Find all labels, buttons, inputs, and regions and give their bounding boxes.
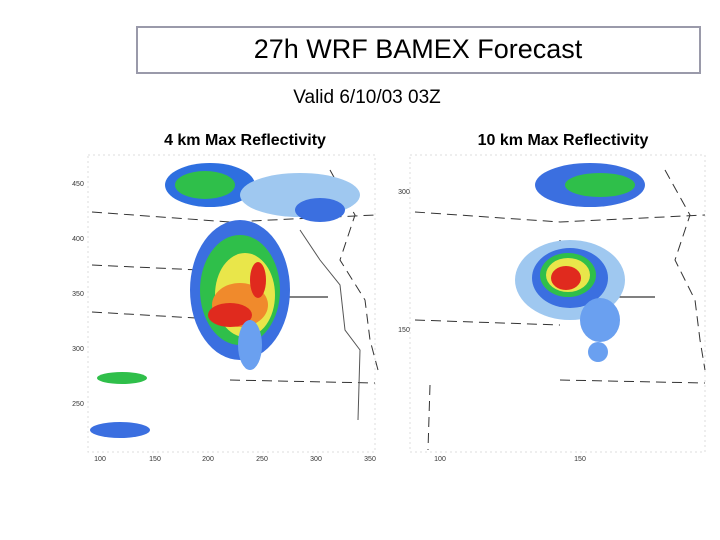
tick-labels: 100 150 200 250 300 350 450 400 350 300 … [72,181,586,463]
subtitle: Valid 6/10/03 03Z [293,87,441,108]
y-tick-label: 150 [398,327,410,334]
y-tick-label: 250 [72,401,84,408]
x-tick-label: 200 [202,456,214,463]
y-tick-label: 400 [72,236,84,243]
x-tick-label: 150 [149,456,161,463]
title-box [136,26,701,74]
x-tick-label: 250 [256,456,268,463]
x-tick-label: 150 [574,456,586,463]
radar-echo [90,163,360,438]
x-tick-label: 350 [364,456,376,463]
y-tick-label: 300 [398,189,410,196]
radar-echo [515,163,645,362]
y-tick-label: 300 [72,346,84,353]
y-tick-label: 450 [72,181,84,188]
title: 27h WRF BAMEX Forecast [254,34,583,64]
map-right [409,154,706,453]
x-tick-label: 100 [94,456,106,463]
x-tick-label: 300 [310,456,322,463]
x-tick-label: 100 [434,456,446,463]
y-tick-label: 350 [72,291,84,298]
map-left [87,154,379,453]
panel-label: 10 km Max Reflectivity [478,132,649,149]
panel-label: 4 km Max Reflectivity [164,132,326,149]
